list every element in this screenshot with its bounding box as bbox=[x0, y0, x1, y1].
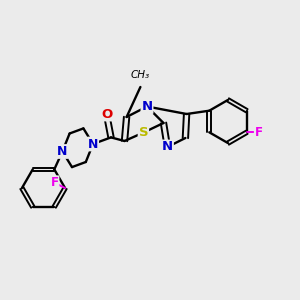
Text: N: N bbox=[57, 145, 68, 158]
Text: N: N bbox=[88, 137, 98, 151]
Text: CH₃: CH₃ bbox=[131, 70, 150, 80]
Text: F: F bbox=[51, 176, 58, 189]
Text: F: F bbox=[255, 126, 263, 139]
Text: S: S bbox=[139, 126, 148, 139]
Text: N: N bbox=[162, 140, 173, 154]
Text: O: O bbox=[101, 107, 112, 121]
Text: N: N bbox=[141, 100, 153, 113]
